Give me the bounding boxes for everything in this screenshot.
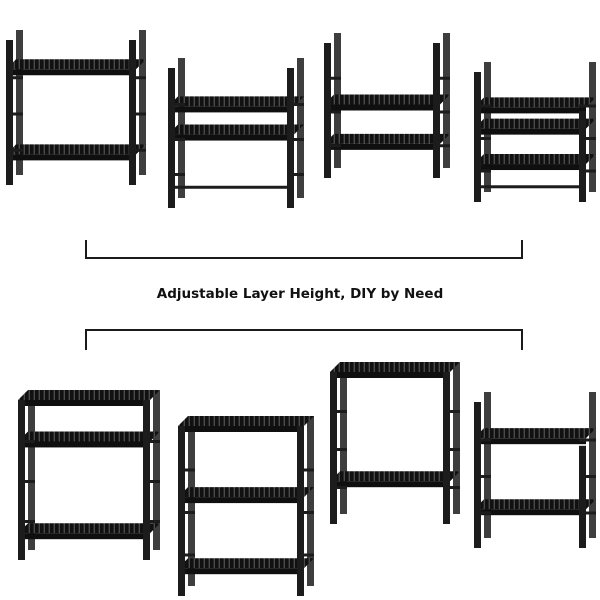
- shelf-variant-5: [18, 390, 160, 560]
- shelf-variant-3: [324, 33, 450, 178]
- shelf-variant-7: [330, 362, 460, 524]
- bottom-bracket-line: [85, 329, 523, 350]
- shelf-variant-2: [168, 58, 304, 208]
- caption-text: Adjustable Layer Height, DIY by Need: [156, 286, 444, 302]
- top-bracket-line: [85, 240, 523, 259]
- shelf-variant-6: [178, 416, 314, 596]
- shelf-variant-4: [474, 62, 596, 202]
- shelf-variant-8: [474, 392, 596, 548]
- shelf-variant-1: [6, 30, 146, 185]
